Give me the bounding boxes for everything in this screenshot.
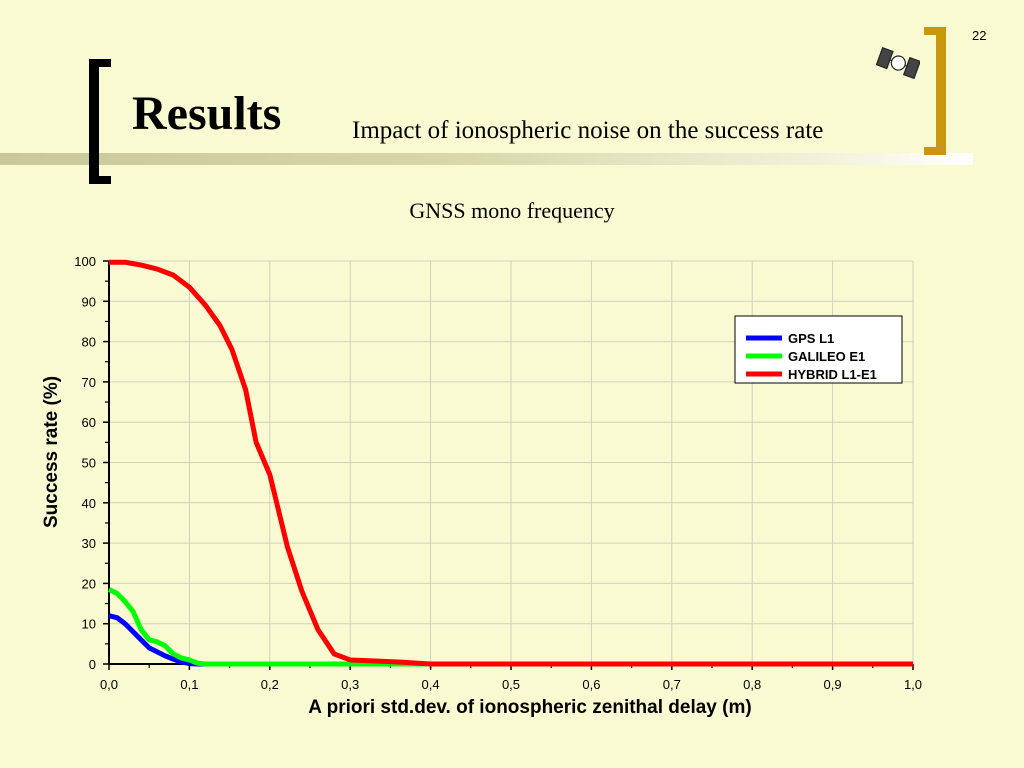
y-tick-label: 40 xyxy=(82,496,96,511)
x-tick-label: 0,0 xyxy=(100,677,118,692)
x-tick-label: 0,2 xyxy=(261,677,279,692)
y-tick-label: 0 xyxy=(89,657,96,672)
right-bracket-decoration xyxy=(924,27,946,155)
legend-label: GPS L1 xyxy=(788,331,834,346)
x-axis-label: A priori std.dev. of ionospheric zenitha… xyxy=(308,697,751,718)
y-tick-label: 90 xyxy=(82,294,96,309)
chart-title: GNSS mono frequency xyxy=(409,198,615,223)
x-tick-label: 0,4 xyxy=(422,677,440,692)
y-tick-label: 10 xyxy=(82,617,96,632)
y-tick-label: 100 xyxy=(74,254,96,269)
y-tick-label: 80 xyxy=(82,335,96,350)
legend: GPS L1 GALILEO E1 HYBRID L1-E1 xyxy=(734,315,903,384)
legend-label: HYBRID L1-E1 xyxy=(788,367,877,382)
y-tick-label: 30 xyxy=(82,536,96,551)
left-bracket-decoration xyxy=(89,59,111,184)
series-line-galileo-e1 xyxy=(107,587,913,667)
x-tick-label: 0,5 xyxy=(502,677,520,692)
header-divider xyxy=(0,153,973,165)
slide-title: Results xyxy=(132,87,282,140)
y-tick-label: 70 xyxy=(82,375,96,390)
y-tick-label: 60 xyxy=(82,415,96,430)
legend-label: GALILEO E1 xyxy=(788,349,865,364)
series-line-hybrid-l1-e1 xyxy=(109,259,913,667)
x-tick-label: 0,6 xyxy=(582,677,600,692)
x-tick-label: 0,9 xyxy=(824,677,842,692)
y-tick-label: 50 xyxy=(82,456,96,471)
page-number: 22 xyxy=(972,28,987,43)
y-tick-label: 20 xyxy=(82,576,96,591)
x-tick-label: 1,0 xyxy=(904,677,922,692)
slide-subtitle: Impact of ionospheric noise on the succe… xyxy=(352,117,824,144)
x-tick-label: 0,8 xyxy=(743,677,761,692)
series-line-gps-l1 xyxy=(108,613,913,667)
x-tick-label: 0,3 xyxy=(341,677,359,692)
x-tick-label: 0,1 xyxy=(180,677,198,692)
y-axis-label: Success rate (%) xyxy=(41,376,62,528)
satellite-icon xyxy=(876,46,920,80)
x-tick-label: 0,7 xyxy=(663,677,681,692)
